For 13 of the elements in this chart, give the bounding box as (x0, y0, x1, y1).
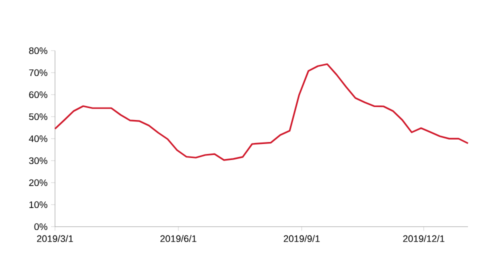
y-tick-label: 10% (29, 201, 48, 208)
x-tick-label: 2019/6/1 (160, 235, 196, 242)
x-tick-label: 2019/9/1 (284, 235, 320, 242)
y-tick-label: 40% (28, 135, 48, 142)
x-tick-label: 2019/3/1 (37, 235, 73, 242)
y-tick-label: 70% (29, 69, 48, 76)
y-tick-label: 60% (29, 91, 48, 98)
x-tick-label: 2019/12/1 (403, 235, 444, 242)
y-tick-label: 50% (29, 113, 48, 120)
y-tick-label: 80% (29, 47, 48, 54)
y-tick-label: 0% (34, 223, 48, 230)
y-tick-label: 20% (29, 179, 48, 186)
y-tick-label: 30% (29, 157, 48, 164)
